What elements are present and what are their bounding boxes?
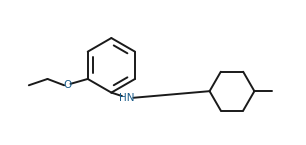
Text: HN: HN xyxy=(119,93,135,103)
Text: O: O xyxy=(63,80,71,90)
